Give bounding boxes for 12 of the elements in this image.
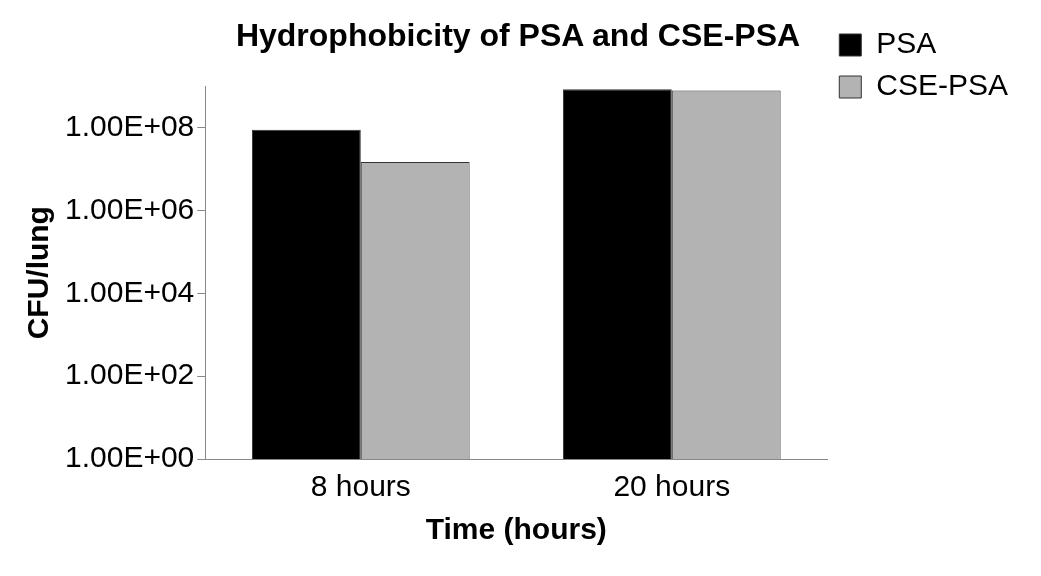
x-tick-label: 8 hours	[310, 469, 411, 503]
y-tick-label: 1.00E+00	[64, 440, 195, 474]
y-axis-title: CFU/lung	[21, 206, 55, 340]
y-tick-label: 1.00E+02	[64, 357, 195, 391]
legend-label: PSA	[876, 26, 937, 60]
y-tick-label: 1.00E+08	[64, 109, 195, 143]
y-tick-label: 1.00E+04	[64, 274, 195, 308]
x-tick-label: 20 hours	[613, 469, 731, 503]
chart-title: Hydrophobicity of PSA and CSE-PSA	[235, 17, 801, 54]
legend-label: CSE-PSA	[876, 68, 1009, 102]
y-tick-label: 1.00E+06	[64, 191, 195, 225]
x-axis-title: Time (hours)	[425, 512, 607, 546]
